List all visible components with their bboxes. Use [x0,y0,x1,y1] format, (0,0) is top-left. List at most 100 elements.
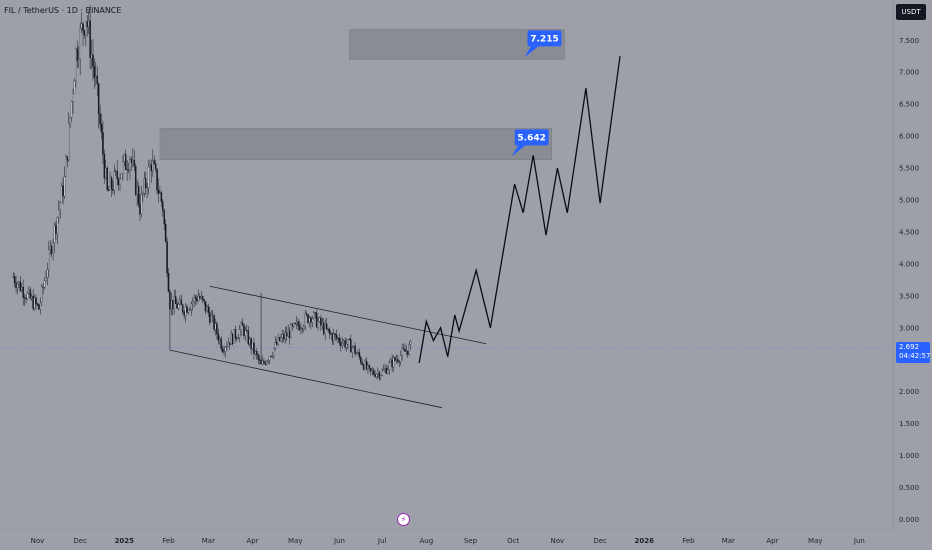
candle-body [134,166,137,195]
time-tick-label: Nov [31,537,45,545]
candle-body [266,361,268,365]
candle-body [317,321,319,328]
candle-body [293,323,295,327]
callout-pointer [511,144,527,157]
candle-body [268,356,271,361]
candle-body [409,341,412,345]
candle-body [231,333,234,344]
candle-body [378,372,381,378]
candle-body [21,287,23,291]
candle-body [191,301,194,304]
candle-body [99,113,101,125]
candle-body [370,367,372,371]
candle-body [15,282,17,288]
candle-body [97,83,100,115]
candle-body [172,300,174,309]
candle-body [176,303,178,309]
candle-body [39,302,42,310]
candle-body [46,269,49,278]
candle-body [301,328,304,330]
candle-body [362,364,365,370]
candle-body [344,340,346,348]
candle-body [361,362,363,365]
price-tick-label: 7.500 [899,37,919,45]
candle-body [357,352,359,354]
candle-body [150,164,153,172]
plot-area[interactable] [0,0,893,530]
candle-body [25,298,27,300]
time-axis[interactable]: Nov Dec 2025 Feb Mar Apr May Jun Jul Aug Sep Oct Nov… [31,537,865,545]
candle-body [294,323,297,324]
candle-body [284,332,287,340]
candle-body [224,347,227,352]
time-tick-label: 2025 [115,537,135,545]
candle-body [303,326,305,330]
candle-body [144,178,147,189]
candle-body [211,315,214,317]
candle-body [385,368,388,374]
symbol-title[interactable]: FIL / TetherUS · 1D · BINANCE [4,6,122,15]
candle-body [36,303,39,305]
candle-body [254,351,257,354]
candle-body [127,169,130,171]
candle-body [250,338,252,349]
candle-body [216,323,218,335]
candle-body [377,372,379,375]
candle-body [210,315,212,323]
candle-body [322,323,325,334]
candle-body [197,296,200,302]
candle-body [115,170,117,172]
candle-body [122,160,124,175]
candle-body [181,304,184,313]
candle-body [193,296,195,302]
candle-body [314,312,316,314]
candle-body [184,306,187,316]
candle-body [30,296,33,299]
lightning-bolt-icon[interactable]: ⚡ [397,513,410,526]
candle-body [140,193,143,215]
candle-body [352,345,355,348]
candle-body [157,190,160,194]
candle-body [251,342,254,349]
candle-body [90,54,93,58]
candle-body [179,299,181,305]
candle-body [83,30,86,36]
candle-body [26,292,29,300]
candle-body [243,325,245,336]
candle-body [23,297,26,299]
candle-body [76,48,79,61]
price-tick-label: 4.500 [899,228,919,236]
candle-body [136,186,138,195]
candle-body [18,281,20,285]
candle-body [199,296,201,299]
candle-body [281,334,284,338]
candle-body [298,325,301,331]
price-axis[interactable]: 0.0000.5001.0001.5002.0002.5003.0003.500… [899,37,919,524]
currency-unit-button[interactable]: USDT [896,4,926,20]
time-tick-label: Mar [202,537,215,545]
candle-body [399,355,402,363]
time-tick-label: Jun [333,537,345,545]
candle-body [227,342,230,347]
candle-body [351,347,353,353]
candle-body [342,340,345,343]
candle-body [206,306,208,312]
candle-body [146,187,148,189]
candle-body [258,359,261,361]
candle-body [70,101,73,118]
candle-body [367,365,369,369]
candle-body [40,286,43,303]
candle-body [315,312,318,328]
candle-body [327,328,329,330]
candle-body [68,123,70,161]
candle-body [93,66,96,78]
candle-body [89,20,91,58]
candle-body [213,315,215,330]
candle-body [190,303,193,310]
candle-body [116,170,118,180]
time-tick-label: Dec [73,537,87,545]
candle-body [382,369,385,372]
candle-body [305,313,308,315]
candle-body [204,301,207,312]
